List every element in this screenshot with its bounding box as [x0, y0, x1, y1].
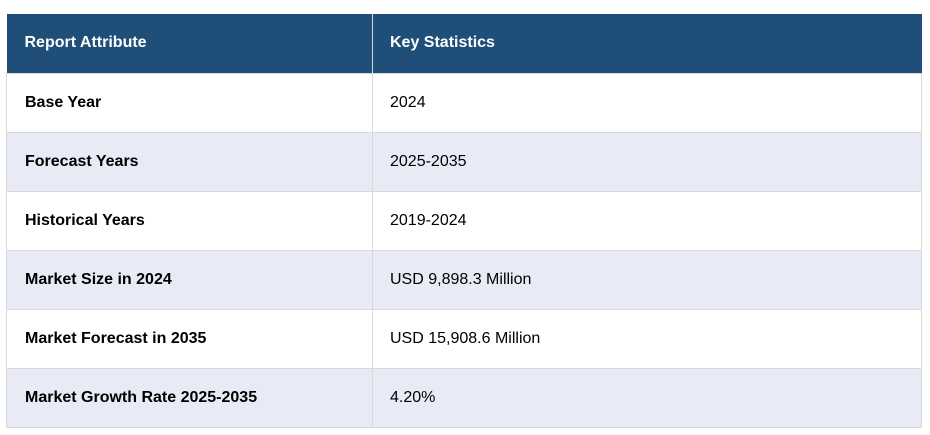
row-attribute: Market Size in 2024: [6, 249, 373, 310]
row-attribute: Market Forecast in 2035: [6, 308, 373, 369]
row-value: USD 9,898.3 Million: [372, 249, 922, 310]
table-body: Base Year 2024 Forecast Years 2025-2035 …: [6, 72, 922, 428]
row-attribute: Forecast Years: [6, 131, 373, 192]
row-value: USD 15,908.6 Million: [372, 308, 922, 369]
row-value: 2024: [372, 72, 922, 133]
row-value: 2025-2035: [372, 131, 922, 192]
table-row: Market Size in 2024 USD 9,898.3 Million: [6, 249, 922, 310]
row-attribute: Base Year: [6, 72, 373, 133]
table-row: Market Growth Rate 2025-2035 4.20%: [6, 367, 922, 428]
header-report-attribute: Report Attribute: [6, 14, 373, 73]
table-row: Forecast Years 2025-2035: [6, 131, 922, 192]
table-header: Report Attribute Key Statistics: [6, 14, 922, 73]
table-row: Historical Years 2019-2024: [6, 190, 922, 251]
table-row: Base Year 2024: [6, 72, 922, 133]
row-attribute: Market Growth Rate 2025-2035: [6, 367, 373, 428]
table-row: Market Forecast in 2035 USD 15,908.6 Mil…: [6, 308, 922, 369]
report-attributes-table: Report Attribute Key Statistics Base Yea…: [6, 14, 922, 428]
header-row: Report Attribute Key Statistics: [6, 14, 922, 73]
row-value: 2019-2024: [372, 190, 922, 251]
header-key-statistics: Key Statistics: [372, 14, 922, 73]
row-attribute: Historical Years: [6, 190, 373, 251]
report-attributes-table-container: Report Attribute Key Statistics Base Yea…: [6, 14, 922, 428]
row-value: 4.20%: [372, 367, 922, 428]
